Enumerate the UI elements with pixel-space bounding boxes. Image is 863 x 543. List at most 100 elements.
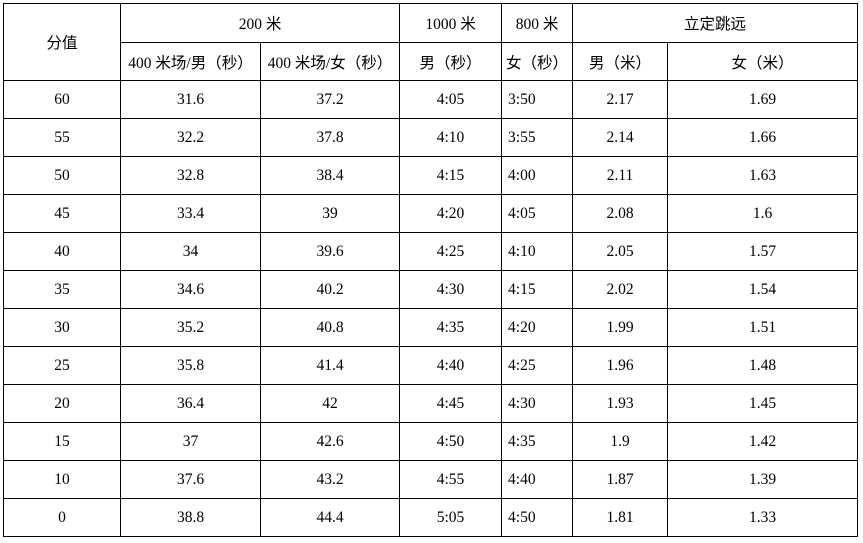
table-cell: 4:20 — [399, 194, 503, 233]
table-cell: 30 — [3, 308, 121, 347]
table-row: 30 35.2 40.8 4:35 4:20 1.99 1.51 — [3, 308, 859, 347]
table-cell: 41.4 — [259, 346, 401, 385]
table-cell: 37.2 — [259, 80, 401, 119]
table-cell: 1.39 — [667, 460, 859, 499]
table-cell: 1.6 — [667, 194, 859, 233]
table-cell: 1.99 — [572, 308, 669, 347]
table-cell: 37 — [120, 422, 261, 461]
table-cell: 1.93 — [572, 384, 669, 423]
table-cell: 1.9 — [572, 422, 669, 461]
table-cell: 4:30 — [399, 270, 503, 309]
table-cell: 1.42 — [667, 422, 859, 461]
table-cell: 44.4 — [259, 498, 401, 537]
table-row: 15 37 42.6 4:50 4:35 1.9 1.42 — [3, 422, 859, 461]
header-1000m-male: 男（秒） — [399, 42, 503, 81]
table-cell: 4:35 — [501, 422, 574, 461]
table-cell: 1.48 — [667, 346, 859, 385]
table-cell: 3:55 — [501, 118, 574, 157]
table-cell: 1.33 — [667, 498, 859, 537]
table-cell: 4:50 — [399, 422, 503, 461]
table-cell: 1.66 — [667, 118, 859, 157]
table-cell: 1.51 — [667, 308, 859, 347]
table-cell: 4:10 — [399, 118, 503, 157]
table-cell: 10 — [3, 460, 121, 499]
table-cell: 0 — [3, 498, 121, 537]
table-cell: 1.87 — [572, 460, 669, 499]
table-row: 0 38.8 44.4 5:05 4:50 1.81 1.33 — [3, 498, 859, 537]
header-group-jump: 立定跳远 — [572, 3, 859, 43]
table-cell: 1.96 — [572, 346, 669, 385]
table-cell: 1.63 — [667, 156, 859, 195]
table-cell: 4:40 — [399, 346, 503, 385]
table-cell: 35 — [3, 270, 121, 309]
table-cell: 4:20 — [501, 308, 574, 347]
table-cell: 2.02 — [572, 270, 669, 309]
table-cell: 32.8 — [120, 156, 261, 195]
table-cell: 38.8 — [120, 498, 261, 537]
table-cell: 35.2 — [120, 308, 261, 347]
table-row: 45 33.4 39 4:20 4:05 2.08 1.6 — [3, 194, 859, 233]
header-group-800m: 800 米 — [501, 3, 574, 43]
table-cell: 40.2 — [259, 270, 401, 309]
table-cell: 1.54 — [667, 270, 859, 309]
header-200m-female: 400 米场/女（秒） — [259, 42, 401, 81]
table-cell: 36.4 — [120, 384, 261, 423]
table-cell: 1.57 — [667, 232, 859, 271]
table-cell: 4:55 — [399, 460, 503, 499]
table-cell: 5:05 — [399, 498, 503, 537]
table-cell: 4:35 — [399, 308, 503, 347]
table-cell: 4:05 — [399, 80, 503, 119]
table-row: 35 34.6 40.2 4:30 4:15 2.02 1.54 — [3, 270, 859, 309]
table-cell: 2.05 — [572, 232, 669, 271]
table-cell: 4:00 — [501, 156, 574, 195]
table-cell: 42.6 — [259, 422, 401, 461]
table-cell: 4:25 — [501, 346, 574, 385]
table-cell: 4:50 — [501, 498, 574, 537]
table-cell: 34 — [120, 232, 261, 271]
table-cell: 4:15 — [399, 156, 503, 195]
table-body: 60 31.6 37.2 4:05 3:50 2.17 1.69 55 32.2 37.8 4:10… — [3, 80, 859, 537]
header-group-1000m: 1000 米 — [399, 3, 503, 43]
table-row: 20 36.4 42 4:45 4:30 1.93 1.45 — [3, 384, 859, 423]
table-cell: 2.17 — [572, 80, 669, 119]
table-cell: 40.8 — [259, 308, 401, 347]
header-row-subcolumns: 400 米场/男（秒） 400 米场/女（秒） 男（秒） 女（秒） 男（米） 女… — [4, 42, 859, 81]
table-row: 40 34 39.6 4:25 4:10 2.05 1.57 — [3, 232, 859, 271]
table-cell: 50 — [3, 156, 121, 195]
table-cell: 1.69 — [667, 80, 859, 119]
table-row: 50 32.8 38.4 4:15 4:00 2.11 1.63 — [3, 156, 859, 195]
table-cell: 38.4 — [259, 156, 401, 195]
table-cell: 39 — [259, 194, 401, 233]
table-cell: 1.81 — [572, 498, 669, 537]
score-table: 分值 200 米 1000 米 800 米 立定跳远 400 米场/男（秒） 4… — [3, 3, 859, 537]
table-cell: 31.6 — [120, 80, 261, 119]
header-jump-male: 男（米） — [572, 42, 669, 81]
header-row-groups: 分值 200 米 1000 米 800 米 立定跳远 — [3, 3, 859, 81]
table-cell: 4:40 — [501, 460, 574, 499]
table-cell: 3:50 — [501, 80, 574, 119]
header-jump-female: 女（米） — [667, 42, 859, 81]
table-cell: 2.11 — [572, 156, 669, 195]
table-cell: 33.4 — [120, 194, 261, 233]
table-cell: 60 — [3, 80, 121, 119]
table-cell: 39.6 — [259, 232, 401, 271]
header-800m-female: 女（秒） — [501, 42, 574, 81]
header-group-200m: 200 米 — [119, 3, 401, 43]
table-cell: 35.8 — [120, 346, 261, 385]
table-cell: 4:15 — [501, 270, 574, 309]
table-cell: 43.2 — [259, 460, 401, 499]
table-cell: 2.08 — [572, 194, 669, 233]
table-cell: 40 — [3, 232, 121, 271]
table-header: 分值 200 米 1000 米 800 米 立定跳远 400 米场/男（秒） 4… — [3, 3, 859, 81]
table-cell: 42 — [259, 384, 401, 423]
table-row: 55 32.2 37.8 4:10 3:55 2.14 1.66 — [3, 118, 859, 157]
table-cell: 37.8 — [259, 118, 401, 157]
table-cell: 2.14 — [572, 118, 669, 157]
table-cell: 4:10 — [501, 232, 574, 271]
header-200m-male: 400 米场/男（秒） — [120, 42, 261, 81]
table-cell: 34.6 — [120, 270, 261, 309]
table-cell: 20 — [3, 384, 121, 423]
table-cell: 25 — [3, 346, 121, 385]
table-cell: 37.6 — [120, 460, 261, 499]
table-cell: 15 — [3, 422, 121, 461]
